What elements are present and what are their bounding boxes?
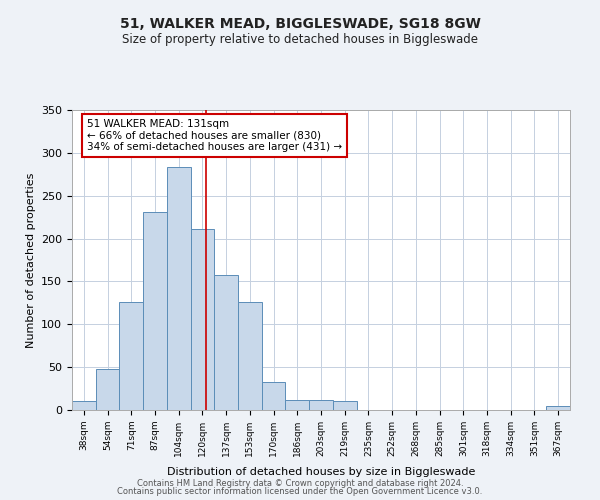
Bar bbox=[262, 382, 286, 410]
Bar bbox=[286, 400, 309, 410]
Bar bbox=[191, 229, 214, 410]
Bar bbox=[143, 212, 167, 410]
Bar bbox=[214, 276, 238, 410]
Bar bbox=[309, 400, 333, 410]
Bar bbox=[238, 302, 262, 410]
Y-axis label: Number of detached properties: Number of detached properties bbox=[26, 172, 35, 348]
Bar bbox=[167, 168, 191, 410]
Text: 51 WALKER MEAD: 131sqm
← 66% of detached houses are smaller (830)
34% of semi-de: 51 WALKER MEAD: 131sqm ← 66% of detached… bbox=[87, 119, 342, 152]
Bar bbox=[546, 406, 570, 410]
Text: Contains public sector information licensed under the Open Government Licence v3: Contains public sector information licen… bbox=[118, 487, 482, 496]
Bar bbox=[119, 302, 143, 410]
Text: Size of property relative to detached houses in Biggleswade: Size of property relative to detached ho… bbox=[122, 32, 478, 46]
Bar bbox=[72, 402, 96, 410]
Text: 51, WALKER MEAD, BIGGLESWADE, SG18 8GW: 51, WALKER MEAD, BIGGLESWADE, SG18 8GW bbox=[119, 18, 481, 32]
X-axis label: Distribution of detached houses by size in Biggleswade: Distribution of detached houses by size … bbox=[167, 467, 475, 477]
Bar bbox=[96, 369, 119, 410]
Bar bbox=[333, 402, 356, 410]
Text: Contains HM Land Registry data © Crown copyright and database right 2024.: Contains HM Land Registry data © Crown c… bbox=[137, 478, 463, 488]
